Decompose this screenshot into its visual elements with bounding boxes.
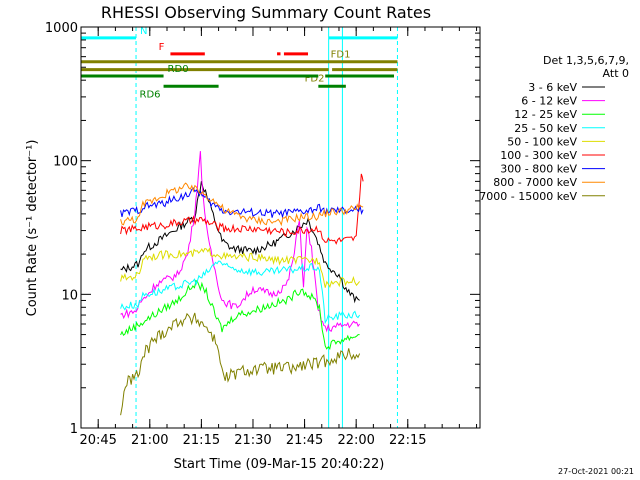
legend-label-3: 25 - 50 keV	[514, 122, 577, 135]
legend-label-5: 100 - 300 keV	[500, 149, 577, 162]
series-line-8	[120, 312, 361, 416]
x-tick-label-0: 20:45	[79, 433, 116, 448]
y-tick-label-0: 1	[70, 422, 78, 437]
x-tick-label-3: 21:30	[234, 433, 271, 448]
series-line-0	[120, 181, 360, 304]
status-bar-label-fd1: FD1	[331, 50, 351, 61]
series-line-5	[120, 173, 364, 245]
series-line-6	[120, 187, 364, 219]
legend-header-line-2: Att 0	[603, 67, 629, 80]
y-axis-label: Count Rate (s⁻¹ detector⁻¹)	[25, 140, 40, 317]
status-bar-label-n: N	[140, 26, 147, 37]
series-lines	[120, 151, 364, 416]
footer-date: 27-Oct-2021 00:21	[558, 467, 634, 476]
legend-label-1: 6 - 12 keV	[521, 95, 577, 108]
chart-title: RHESSI Observing Summary Count Rates	[101, 3, 431, 22]
status-bar-label-rd6: RD6	[140, 89, 161, 100]
legend-label-4: 50 - 100 keV	[507, 135, 577, 148]
y-tick-label-2: 100	[53, 155, 78, 170]
legend-label-2: 12 - 25 keV	[514, 108, 577, 121]
x-axis-label: Start Time (09-Mar-15 20:40:22)	[174, 457, 385, 472]
status-bar-label-f: F	[159, 42, 165, 53]
x-tick-label-5: 22:00	[337, 433, 374, 448]
y-tick-label-1: 10	[61, 288, 78, 303]
series-line-2	[120, 279, 360, 350]
x-tick-label-6: 22:15	[389, 433, 426, 448]
y-tick-label-3: 1000	[45, 21, 78, 36]
series-line-4	[120, 247, 360, 289]
status-bar-label-rd0: RD0	[168, 64, 189, 75]
x-tick-label-4: 21:45	[286, 433, 323, 448]
legend-header-line-1: Det 1,3,5,6,7,9,	[543, 54, 629, 67]
status-bar-label-fd2: FD2	[305, 74, 325, 85]
legend-label-0: 3 - 6 keV	[528, 81, 577, 94]
legend-label-6: 300 - 800 keV	[500, 163, 577, 176]
legend-label-7: 800 - 7000 keV	[493, 176, 577, 189]
legend-label-8: 7000 - 15000 keV	[479, 190, 577, 203]
axes: 1 10 100 1000 20:45 21:00 21:15 21:30 21:45 22:00…	[45, 21, 481, 448]
series-line-7	[120, 182, 364, 227]
status-bars: N F FD1 FD2 RD0 RD6	[81, 26, 398, 100]
x-tick-label-1: 21:00	[131, 433, 168, 448]
x-tick-label-2: 21:15	[183, 433, 220, 448]
plot-frame	[80, 26, 481, 429]
series-line-3	[120, 260, 361, 325]
